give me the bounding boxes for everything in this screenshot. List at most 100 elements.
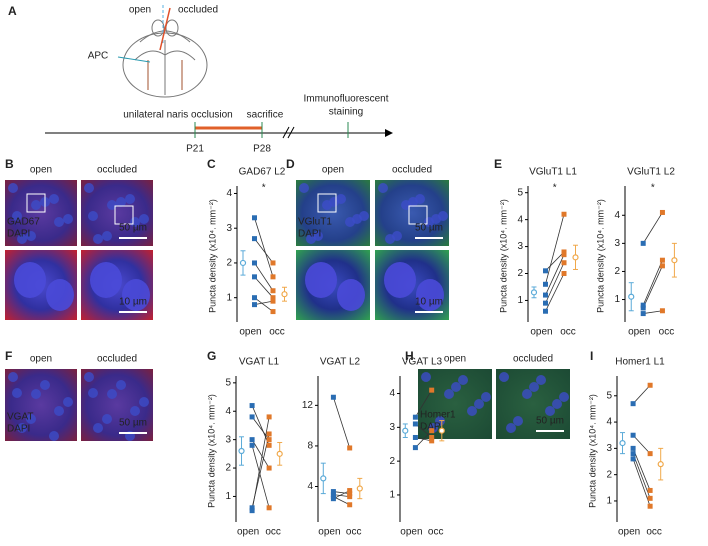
nucleus xyxy=(8,183,18,193)
mean-point xyxy=(320,475,327,482)
x-tick-label: occ xyxy=(265,527,281,538)
mean-point xyxy=(276,450,283,457)
nucleus xyxy=(130,406,140,416)
data-point xyxy=(249,508,255,514)
nucleus xyxy=(458,375,468,385)
mean-point xyxy=(356,485,363,492)
pair-line xyxy=(251,416,270,511)
pair-line xyxy=(333,490,350,500)
nucleus xyxy=(552,399,562,409)
x-tick-label: open xyxy=(239,327,261,338)
pair-line xyxy=(254,238,274,264)
data-point xyxy=(561,211,567,217)
data-point xyxy=(630,432,636,438)
nucleus xyxy=(63,397,73,407)
data-point xyxy=(330,489,336,495)
nucleus xyxy=(139,397,149,407)
pair-line xyxy=(545,254,565,296)
data-point xyxy=(270,298,276,304)
image-label: open xyxy=(322,165,344,176)
image-label: open xyxy=(444,354,466,365)
nucleus xyxy=(31,389,41,399)
y-tick-label: 3 xyxy=(225,434,231,445)
label: unilateral naris occlusion xyxy=(123,110,233,121)
nucleus xyxy=(481,392,491,402)
mean-point xyxy=(238,447,245,455)
nucleus xyxy=(513,416,523,426)
y-tick-label: 3 xyxy=(614,238,620,249)
data-point xyxy=(266,414,272,420)
nucleus xyxy=(88,211,98,221)
data-point xyxy=(266,505,272,511)
nucleus xyxy=(31,200,41,210)
panel-letter: G xyxy=(207,349,216,363)
chart-title: GAD67 L2 xyxy=(239,167,286,178)
data-point xyxy=(347,445,353,451)
stain-label: VGluT1 xyxy=(298,217,332,228)
nucleus xyxy=(305,262,337,298)
time-break xyxy=(282,126,295,139)
data-point xyxy=(270,274,276,280)
pair-line xyxy=(545,273,565,312)
pair-line xyxy=(333,494,350,498)
y-tick-label: 4 xyxy=(517,214,523,225)
nucleus xyxy=(415,194,425,204)
nucleus xyxy=(337,279,365,311)
mean-point xyxy=(619,440,626,447)
mean-point xyxy=(628,293,635,300)
nucleus xyxy=(522,389,532,399)
nucleus xyxy=(421,372,431,382)
y-tick-label: 4 xyxy=(614,210,620,221)
pair-line xyxy=(642,260,663,306)
pair-line xyxy=(254,262,274,291)
pair-line xyxy=(251,445,270,508)
nucleus xyxy=(90,262,122,298)
nucleus xyxy=(506,423,516,433)
data-point xyxy=(412,434,418,440)
stain-label: VGAT xyxy=(7,412,33,423)
pair-line xyxy=(642,265,663,309)
label: Immunofluorescent xyxy=(303,94,388,105)
significance: * xyxy=(651,183,655,194)
data-point xyxy=(630,401,636,407)
nucleus xyxy=(40,380,50,390)
data-point xyxy=(249,403,255,409)
nucleus xyxy=(451,382,461,392)
nucleus xyxy=(139,214,149,224)
mean-point xyxy=(572,254,579,261)
nucleus xyxy=(116,197,126,207)
y-tick-label: 1 xyxy=(225,491,231,502)
pair-line xyxy=(632,453,651,499)
y-tick-label: 5 xyxy=(225,377,231,388)
data-point xyxy=(412,445,418,451)
x-tick-label: occ xyxy=(346,527,362,538)
data-point xyxy=(561,249,567,255)
y-tick-label: 4 xyxy=(226,188,232,199)
pair-line xyxy=(632,448,651,491)
pair-line xyxy=(545,251,565,272)
label: sacrifice xyxy=(247,110,284,121)
data-point xyxy=(347,502,353,508)
mean-point xyxy=(657,461,664,468)
nucleus xyxy=(359,211,369,221)
occlusion-marker xyxy=(159,7,171,51)
pair-line xyxy=(415,389,433,418)
nucleus xyxy=(102,414,112,424)
pair-line xyxy=(643,310,663,314)
data-point xyxy=(429,434,435,440)
pair-line xyxy=(415,423,432,438)
x-tick-label: open xyxy=(618,527,640,538)
pair-line xyxy=(333,491,350,494)
y-tick-label: 1 xyxy=(226,292,232,303)
roi-box xyxy=(114,205,134,225)
data-point xyxy=(659,308,665,314)
data-point xyxy=(347,488,353,494)
data-point xyxy=(561,260,567,266)
data-point xyxy=(249,442,255,448)
nucleus xyxy=(384,262,416,298)
pair-line xyxy=(254,297,274,312)
mean-point xyxy=(671,257,678,264)
chart-title: Homer1 L1 xyxy=(615,357,665,368)
image-label: occluded xyxy=(97,165,137,176)
data-point xyxy=(647,495,653,501)
